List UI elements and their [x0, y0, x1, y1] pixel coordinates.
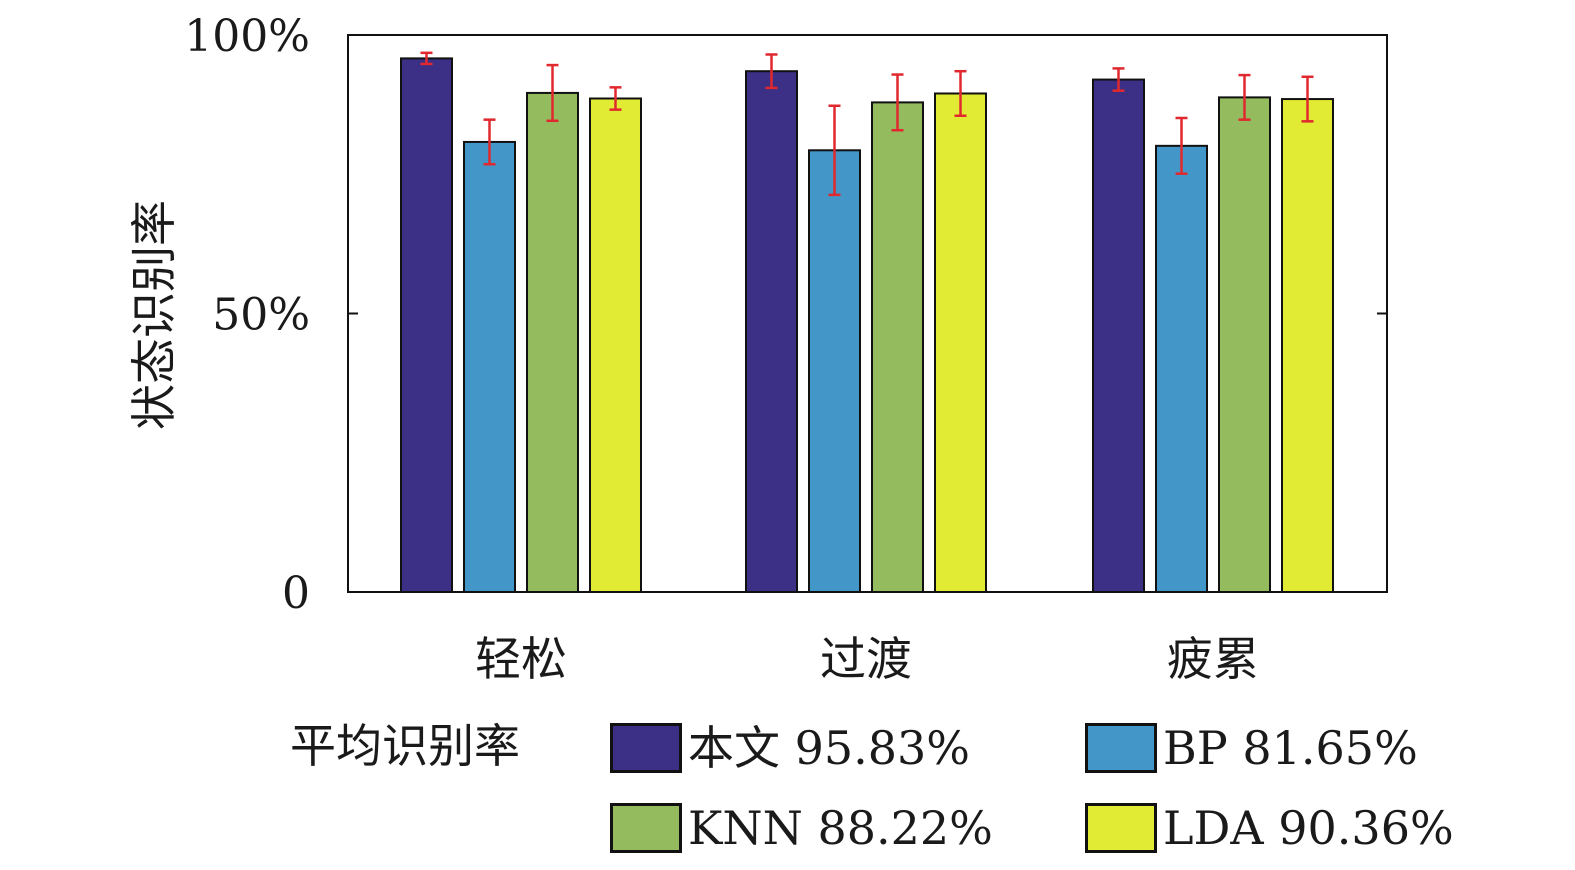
- bar: [1281, 98, 1334, 594]
- bars-group: [400, 57, 1334, 594]
- bar: [589, 97, 642, 594]
- bar: [463, 140, 516, 593]
- y-axis-ticks: 0 50% 100%: [184, 11, 1387, 619]
- y-axis-label: 状态识别率: [127, 200, 181, 430]
- bar: [745, 70, 798, 593]
- bar: [1155, 144, 1208, 594]
- bar: [871, 101, 924, 593]
- bar: [1092, 78, 1145, 593]
- error-bars-group: [420, 51, 1314, 197]
- x-tick-label: 疲累: [1167, 632, 1259, 686]
- bar: [934, 92, 987, 594]
- x-axis-ticks: 轻松 过渡 疲累: [475, 632, 1259, 686]
- bar: [526, 91, 579, 593]
- y-tick-label: 50%: [212, 290, 310, 341]
- bar: [400, 57, 453, 594]
- y-tick-label: 100%: [184, 11, 310, 62]
- bar: [1218, 96, 1271, 593]
- x-tick-label: 过渡: [820, 632, 912, 686]
- x-tick-label: 轻松: [475, 632, 567, 686]
- y-tick-label: 0: [282, 568, 310, 619]
- bar: [808, 149, 861, 593]
